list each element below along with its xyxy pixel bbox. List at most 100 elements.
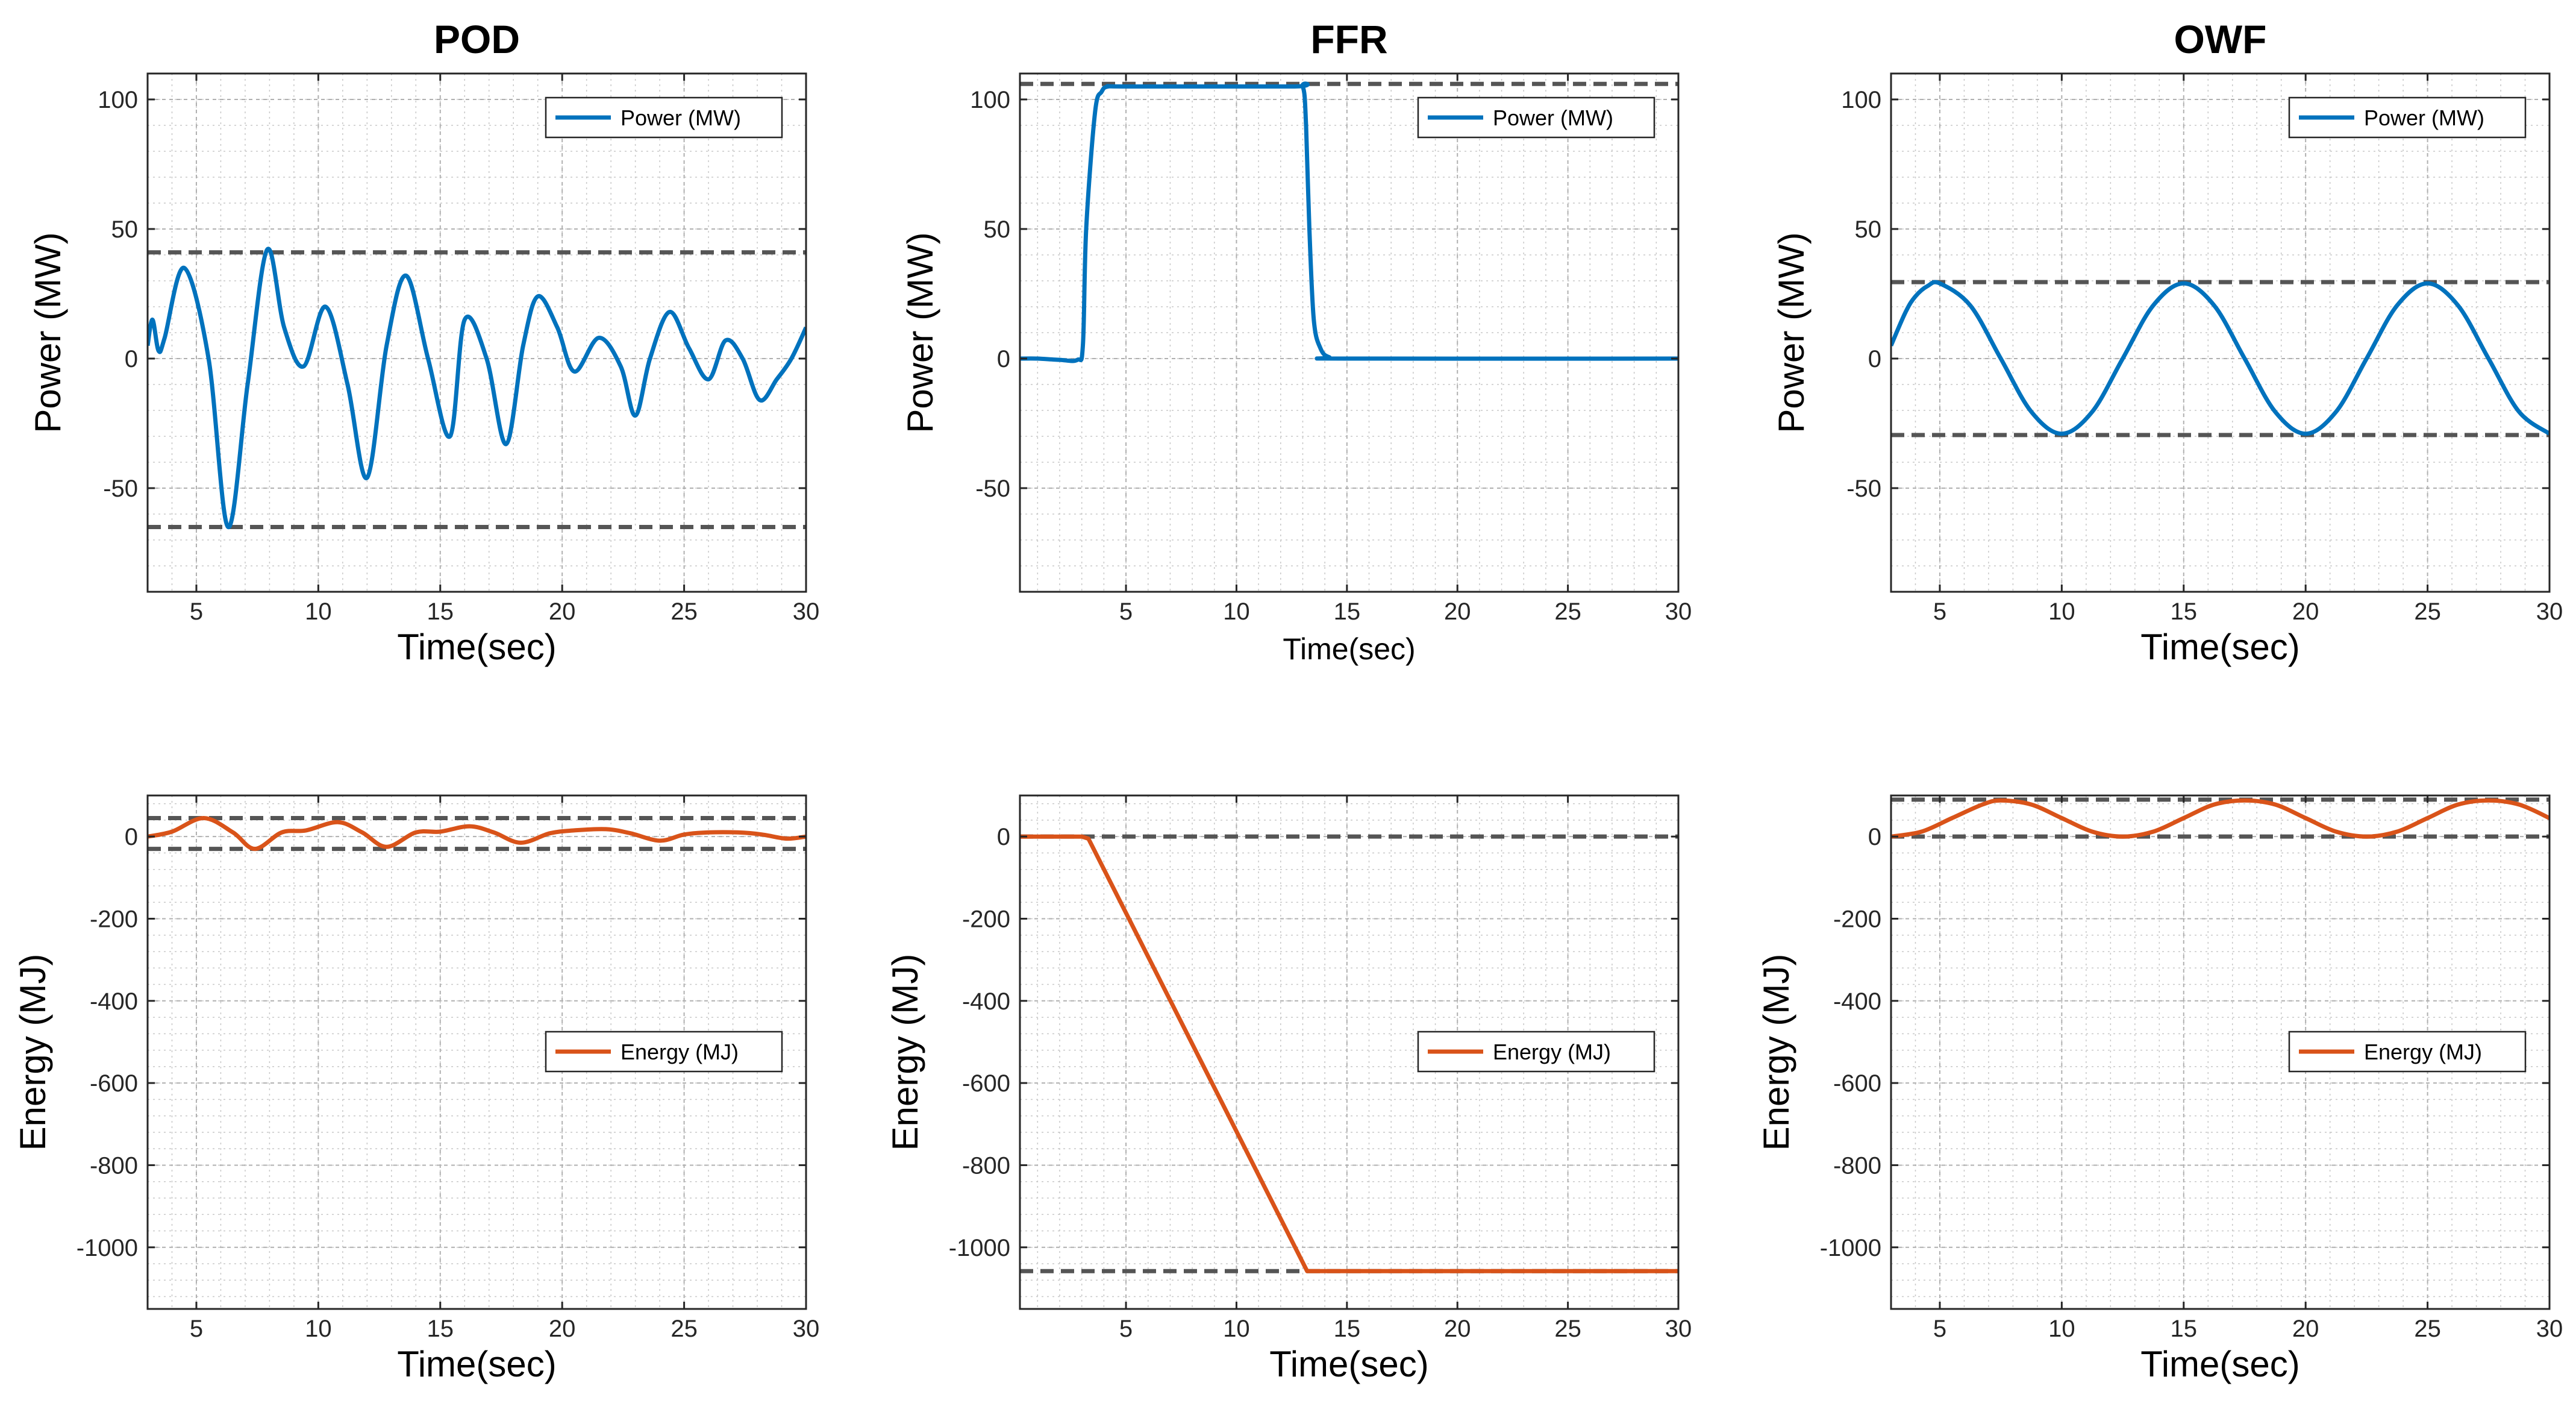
x-tick-label: 30 (2536, 598, 2563, 625)
legend-label: Energy (MJ) (1493, 1040, 1611, 1064)
axes-box (1890, 72, 2551, 593)
x-tick-label: 20 (549, 598, 576, 625)
power-series-line (1891, 280, 2549, 436)
x-tick-label: 15 (2171, 598, 2198, 625)
x-tick-label: 20 (549, 1316, 576, 1342)
x-tick-label: 20 (2292, 598, 2319, 625)
x-tick-label: 30 (793, 1316, 820, 1342)
x-tick-label: 10 (1223, 1316, 1250, 1342)
axes-box (1019, 794, 1680, 1310)
y-axis-title: Power (MW) (1771, 232, 1812, 433)
y-tick-label: -50 (1846, 475, 1881, 502)
axes-box (146, 72, 807, 593)
legend: Energy (MJ) (545, 1031, 783, 1073)
y-tick-label: 0 (1868, 346, 1881, 372)
legend: Energy (MJ) (2288, 1031, 2527, 1073)
x-tick-label: 5 (1933, 598, 1946, 625)
legend-label: Power (MW) (1493, 105, 1613, 130)
x-tick-label: 15 (1334, 598, 1361, 625)
x-tick-label: 10 (2048, 598, 2075, 625)
y-axis-title: Power (MW) (28, 232, 68, 433)
x-tick-label: 5 (1119, 598, 1133, 625)
x-axis-title: Time(sec) (1269, 1344, 1428, 1384)
chart-panel-6: 5 10 15 20 25 30 -1000 -800 -600 -400 -200 0 Time(se… (1756, 794, 2563, 1384)
y-tick-label: 50 (111, 216, 139, 243)
legend-label: Energy (MJ) (2364, 1040, 2482, 1064)
y-axis-title: Energy (MJ) (1756, 954, 1796, 1151)
x-tick-label: 5 (1933, 1316, 1946, 1342)
chart-panel-1: 5 10 15 20 25 30 -50 0 50 100 Time(sec) Power (MW) P… (28, 17, 819, 667)
x-axis-title: Time(sec) (397, 627, 556, 667)
y-tick-label: -200 (90, 906, 138, 932)
y-tick-label: -200 (1833, 906, 1881, 932)
y-tick-label: -600 (1833, 1070, 1881, 1097)
chart-panel-2: 5 10 15 20 25 30 -50 0 50 100 Time(sec) Power (MW) F… (900, 17, 1692, 666)
energy-series-line (1891, 798, 2549, 839)
energy-series-line (148, 815, 806, 852)
chart-panel-3: 5 10 15 20 25 30 -50 0 50 100 Time(sec) Power (MW) O… (1771, 17, 2563, 667)
y-axis-title: Energy (MJ) (885, 954, 925, 1151)
y-tick-label: -400 (962, 988, 1010, 1015)
y-tick-label: -600 (90, 1070, 138, 1097)
chart-panel-4: 5 10 15 20 25 30 -1000 -800 -600 -400 -200 0 Time(se… (13, 794, 820, 1384)
x-tick-label: 25 (1554, 1316, 1581, 1342)
y-tick-label: 0 (125, 824, 138, 850)
y-axis-title: Power (MW) (900, 232, 940, 433)
legend-box (545, 96, 783, 139)
y-tick-label: -1000 (1820, 1235, 1881, 1261)
x-tick-label: 15 (427, 1316, 454, 1342)
y-tick-label: 0 (125, 346, 138, 372)
y-tick-label: -800 (962, 1152, 1010, 1179)
x-tick-label: 25 (671, 598, 698, 625)
y-tick-label: 50 (984, 216, 1011, 243)
y-tick-label: -50 (975, 475, 1010, 502)
x-tick-label: 10 (2048, 1316, 2075, 1342)
y-tick-label: -50 (103, 475, 138, 502)
x-axis-title: Time(sec) (1283, 632, 1415, 666)
grid (147, 73, 807, 592)
panel-title: OWF (2174, 17, 2267, 61)
axes-box (1890, 794, 2551, 1310)
x-tick-label: 30 (1665, 598, 1692, 625)
y-tick-label: 50 (1855, 216, 1882, 243)
y-tick-label: 0 (997, 824, 1010, 850)
x-tick-label: 10 (305, 598, 332, 625)
x-tick-label: 15 (1334, 1316, 1361, 1342)
x-tick-label: 10 (1223, 598, 1250, 625)
y-tick-label: -800 (90, 1152, 138, 1179)
x-tick-label: 20 (2292, 1316, 2319, 1342)
x-tick-label: 30 (2536, 1316, 2563, 1342)
y-tick-label: 100 (970, 87, 1010, 113)
legend-label: Power (MW) (2364, 105, 2484, 130)
x-tick-label: 10 (305, 1316, 332, 1342)
energy-series-line (1020, 834, 1678, 1273)
y-tick-label: 0 (1868, 824, 1881, 850)
legend: Energy (MJ) (1417, 1031, 1655, 1073)
legend: Power (MW) (545, 96, 783, 139)
y-axis-title: Energy (MJ) (13, 954, 53, 1151)
x-axis-title: Time(sec) (2140, 627, 2299, 667)
x-tick-label: 30 (793, 598, 820, 625)
y-tick-label: 0 (997, 346, 1010, 372)
y-tick-label: -600 (962, 1070, 1010, 1097)
x-tick-label: 20 (1444, 1316, 1471, 1342)
y-tick-label: -200 (962, 906, 1010, 932)
x-axis-title: Time(sec) (2140, 1344, 2299, 1384)
power-series-line (148, 246, 806, 530)
x-tick-label: 5 (190, 1316, 203, 1342)
y-tick-label: -800 (1833, 1152, 1881, 1179)
legend: Power (MW) (1417, 96, 1655, 139)
legend-label: Energy (MJ) (621, 1040, 739, 1064)
x-tick-label: 5 (190, 598, 203, 625)
legend-label: Power (MW) (621, 105, 741, 130)
axes-box (1019, 72, 1680, 593)
y-tick-label: -400 (90, 988, 138, 1015)
x-axis-title: Time(sec) (397, 1344, 556, 1384)
x-tick-label: 20 (1444, 598, 1471, 625)
x-tick-label: 25 (671, 1316, 698, 1342)
x-tick-label: 25 (2414, 1316, 2441, 1342)
axes-box (146, 794, 807, 1310)
x-tick-label: 15 (427, 598, 454, 625)
x-tick-label: 25 (2414, 598, 2441, 625)
